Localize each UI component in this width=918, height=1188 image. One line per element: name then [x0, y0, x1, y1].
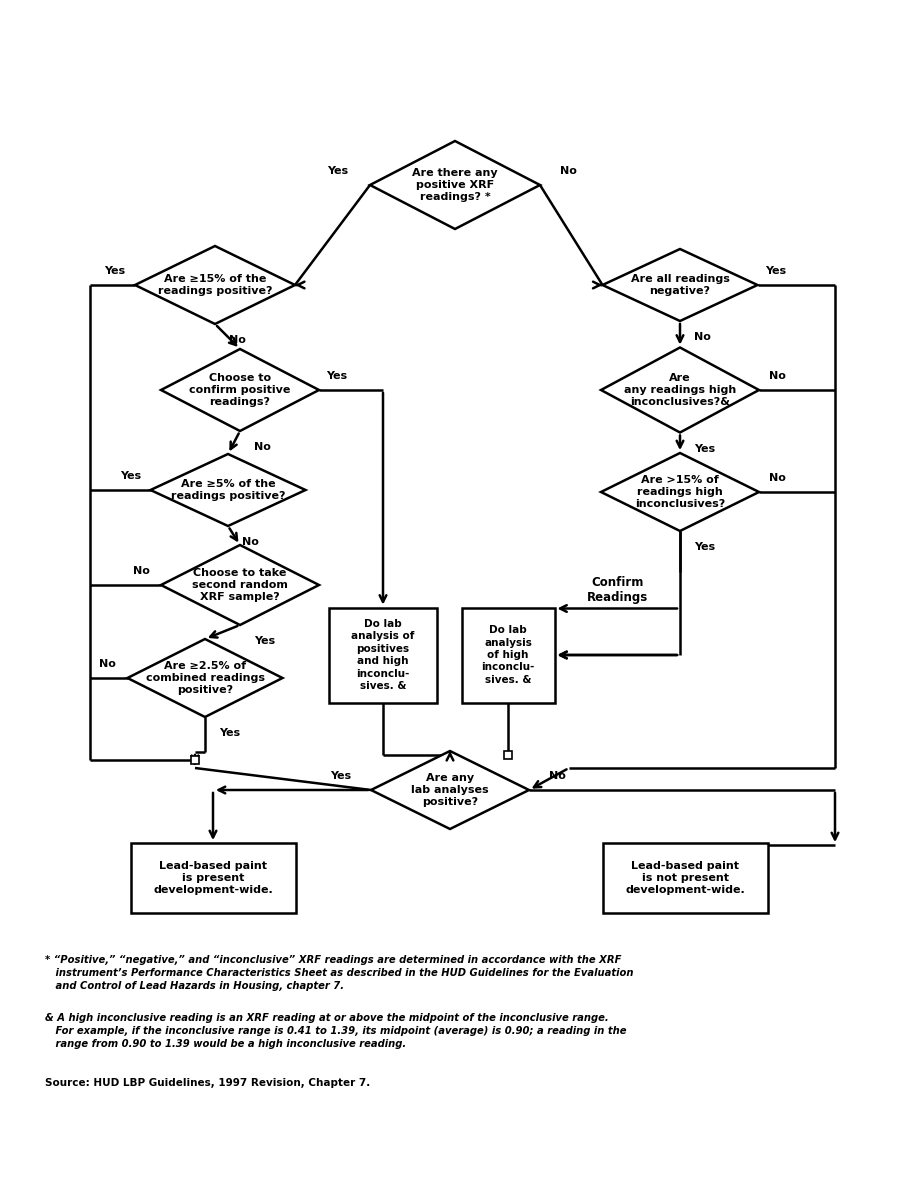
Text: Are ≥2.5% of
combined readings
positive?: Are ≥2.5% of combined readings positive?: [145, 661, 264, 695]
Text: Choose to
confirm positive
readings?: Choose to confirm positive readings?: [189, 373, 291, 407]
Polygon shape: [161, 349, 319, 431]
Polygon shape: [161, 545, 319, 625]
Polygon shape: [135, 246, 295, 324]
Text: No: No: [132, 565, 150, 576]
Text: Yes: Yes: [254, 636, 275, 646]
Text: No: No: [768, 473, 786, 484]
Text: Yes: Yes: [765, 266, 786, 276]
Text: Yes: Yes: [105, 266, 126, 276]
Text: Are ≥15% of the
readings positive?: Are ≥15% of the readings positive?: [158, 273, 273, 296]
Polygon shape: [601, 453, 759, 531]
Text: Choose to take
second random
XRF sample?: Choose to take second random XRF sample?: [192, 568, 288, 602]
Text: Yes: Yes: [330, 771, 352, 781]
Polygon shape: [128, 639, 283, 718]
Text: Yes: Yes: [120, 470, 141, 481]
Text: Are all readings
negative?: Are all readings negative?: [631, 273, 730, 296]
Bar: [602, 843, 767, 914]
Bar: [130, 843, 296, 914]
Polygon shape: [371, 751, 529, 829]
Text: Are ≥5% of the
readings positive?: Are ≥5% of the readings positive?: [171, 479, 285, 501]
Text: Do lab
analysis of
positives
and high
inconclu-
sives. &: Do lab analysis of positives and high in…: [352, 619, 415, 691]
Text: Yes: Yes: [694, 443, 715, 454]
Text: Lead-based paint
is not present
development-wide.: Lead-based paint is not present developm…: [625, 860, 744, 896]
Text: * “Positive,” “negative,” and “inconclusive” XRF readings are determined in acco: * “Positive,” “negative,” and “inconclus…: [45, 955, 633, 992]
Text: Yes: Yes: [219, 728, 241, 738]
Text: Do lab
analysis
of high
inconclu-
sives. &: Do lab analysis of high inconclu- sives.…: [481, 625, 534, 684]
Text: No: No: [99, 659, 116, 669]
Text: Are there any
positive XRF
readings? *: Are there any positive XRF readings? *: [412, 168, 498, 202]
Polygon shape: [602, 249, 757, 321]
Polygon shape: [601, 348, 759, 432]
Text: Source: HUD LBP Guidelines, 1997 Revision, Chapter 7.: Source: HUD LBP Guidelines, 1997 Revisio…: [45, 1078, 370, 1088]
Text: No: No: [694, 331, 711, 342]
Bar: [191, 756, 199, 764]
Text: Lead-based paint
is present
development-wide.: Lead-based paint is present development-…: [153, 860, 273, 896]
Text: No: No: [254, 442, 271, 451]
Bar: [504, 751, 512, 759]
Text: Are
any readings high
inconclusives?&: Are any readings high inconclusives?&: [624, 373, 736, 407]
Text: Yes: Yes: [327, 371, 348, 381]
Text: No: No: [229, 335, 246, 345]
Text: No: No: [242, 537, 259, 546]
Bar: [329, 607, 437, 702]
Text: Yes: Yes: [328, 166, 349, 176]
Text: Are any
lab analyses
positive?: Are any lab analyses positive?: [411, 772, 488, 808]
Text: No: No: [560, 166, 577, 176]
Text: No: No: [768, 371, 786, 381]
Text: Yes: Yes: [694, 542, 715, 552]
Text: Are >15% of
readings high
inconclusives?: Are >15% of readings high inconclusives?: [635, 474, 725, 510]
Text: & A high inconclusive reading is an XRF reading at or above the midpoint of the : & A high inconclusive reading is an XRF …: [45, 1013, 626, 1049]
Text: No: No: [549, 771, 565, 781]
Bar: [462, 607, 554, 702]
Polygon shape: [370, 141, 540, 229]
Polygon shape: [151, 454, 306, 526]
Text: Confirm
Readings: Confirm Readings: [588, 576, 649, 604]
